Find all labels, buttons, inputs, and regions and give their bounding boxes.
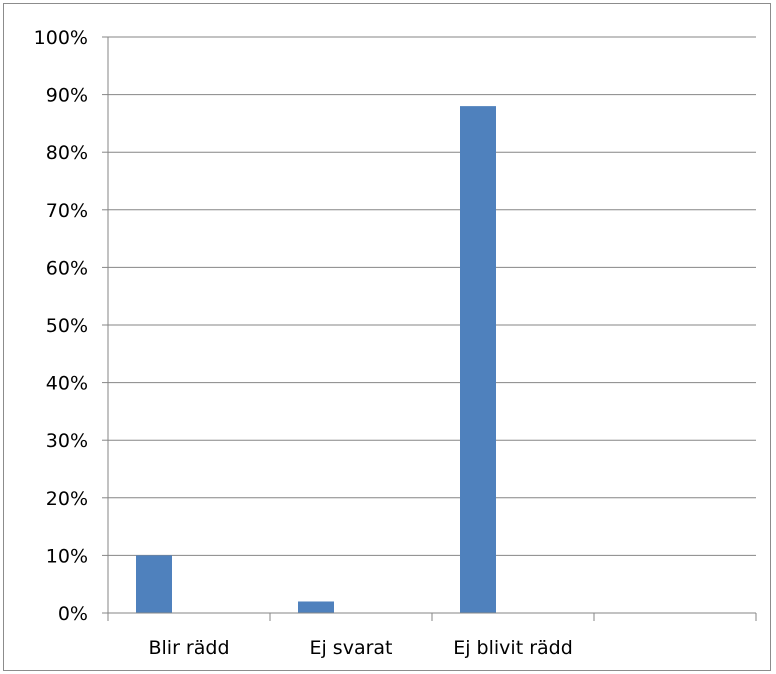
y-tick-label: 10% xyxy=(46,545,88,567)
y-tick-label: 20% xyxy=(46,488,88,510)
axes xyxy=(102,36,757,621)
x-tick-label: Ej svarat xyxy=(309,637,392,659)
x-tick-label: Ej blivit rädd xyxy=(453,637,573,659)
gridlines xyxy=(108,36,756,556)
chart-frame xyxy=(3,3,771,671)
y-tick-label: 0% xyxy=(58,603,88,625)
bars xyxy=(136,106,496,614)
y-tick-label: 50% xyxy=(46,315,88,337)
y-tick-label: 60% xyxy=(46,257,88,279)
y-tick-label: 70% xyxy=(46,200,88,222)
y-tick-label: 100% xyxy=(34,27,88,49)
x-tick-label: Blir rädd xyxy=(148,637,229,659)
x-tick-labels: Blir rädd Ej svarat Ej blivit rädd xyxy=(148,637,572,659)
y-tick-labels: 0% 10% 20% 30% 40% 50% 60% 70% 80% 90% 100% xyxy=(34,27,88,625)
bar xyxy=(460,106,496,614)
y-tick-label: 30% xyxy=(46,430,88,452)
y-tick-label: 90% xyxy=(46,85,88,107)
y-tick-label: 40% xyxy=(46,373,88,395)
bar xyxy=(298,601,334,613)
y-tick-label: 80% xyxy=(46,142,88,164)
bar xyxy=(136,555,172,613)
